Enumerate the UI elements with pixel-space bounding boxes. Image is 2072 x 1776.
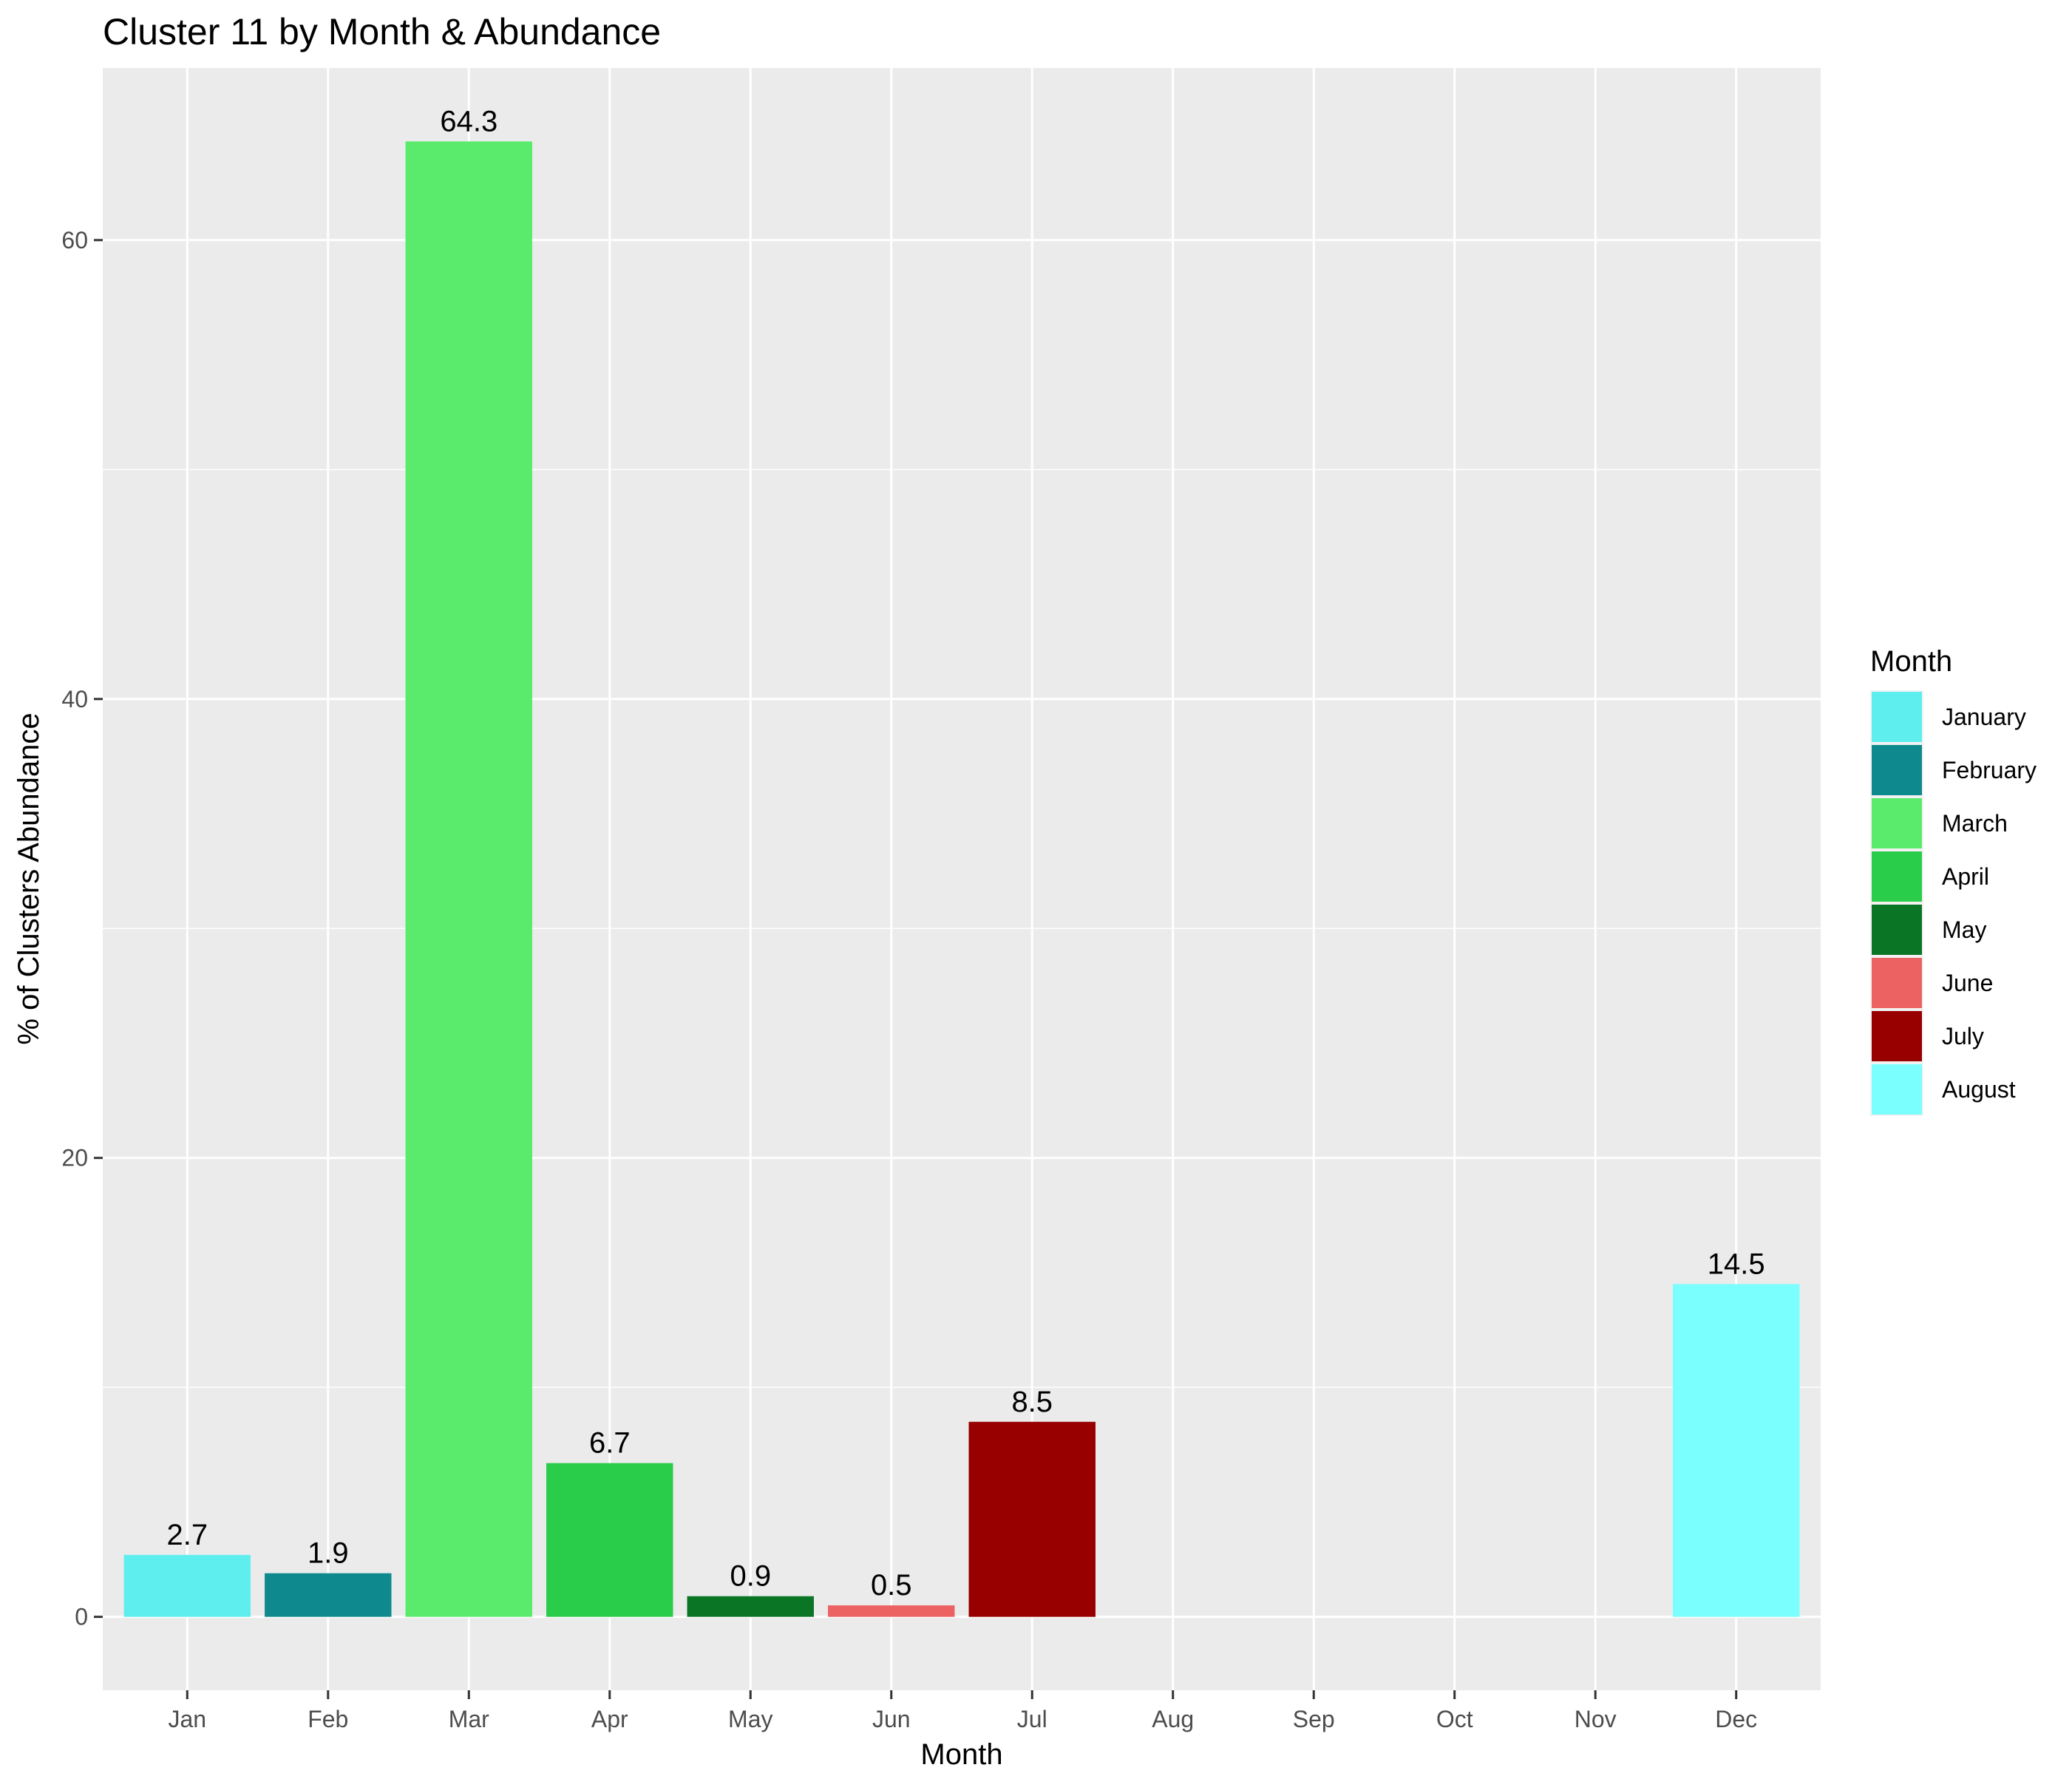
plot-panel [103,68,1821,1690]
legend-swatch-april [1872,851,1922,902]
y-tick-label: 20 [61,1145,88,1171]
data-labels: 2.7 1.9 64.3 6.7 0.9 0.5 8.5 14.5 [166,105,1764,1602]
x-tick-label: Nov [1575,1706,1617,1732]
y-tick-label: 40 [61,686,88,712]
bar-mar [405,141,532,1617]
data-label-dec: 14.5 [1708,1248,1765,1280]
x-tick-label: Jun [872,1706,911,1732]
x-axis-title: Month [920,1738,1002,1771]
legend-swatch-july [1872,1011,1922,1061]
legend-swatch-january [1872,692,1922,742]
x-tick-label: May [728,1706,772,1732]
legend-swatch-june [1872,958,1922,1008]
bar-may [687,1596,814,1617]
x-tick-label: Sep [1293,1706,1335,1732]
x-tick-label: Mar [449,1706,489,1732]
data-label-jul: 8.5 [1011,1386,1053,1418]
legend-label-january: January [1942,704,2026,730]
grid-lines [103,68,1821,1690]
x-tick-label: Apr [591,1706,628,1732]
data-label-apr: 6.7 [589,1427,631,1460]
y-axis: 0 20 40 60 [61,227,103,1630]
legend-label-august: August [1942,1076,2016,1103]
x-tick-label: Dec [1715,1706,1757,1732]
legend-label-july: July [1942,1023,1984,1049]
data-label-mar: 64.3 [440,105,497,137]
legend-swatch-august [1872,1064,1922,1115]
chart-title: Cluster 11 by Month & Abundance [103,11,661,52]
legend-swatch-february [1872,745,1922,795]
legend-label-june: June [1942,970,1993,996]
legend-swatch-may [1872,905,1922,955]
y-tick-label: 0 [75,1604,88,1630]
bar-jul [968,1421,1096,1617]
data-label-jan: 2.7 [166,1519,208,1551]
data-label-may: 0.9 [730,1560,771,1593]
bar-dec [1672,1284,1800,1617]
data-label-jun: 0.5 [871,1569,912,1602]
x-tick-label: Jan [168,1706,206,1732]
bar-feb [265,1573,392,1617]
x-tick-label: Oct [1436,1706,1473,1732]
x-tick-label: Feb [308,1706,348,1732]
data-label-feb: 1.9 [308,1537,349,1570]
bar-jun [828,1605,955,1617]
legend-title: Month [1870,645,1952,678]
legend-label-march: March [1942,810,2008,837]
x-axis: Jan Feb Mar Apr May Jun Jul Aug Sep Oct Nov Dec [168,1690,1757,1732]
y-axis-title: % of Clusters Abundance [13,712,45,1044]
legend-label-may: May [1942,916,1986,943]
legend-swatch-march [1872,798,1922,848]
legend-label-april: April [1942,863,1989,890]
y-tick-label: 60 [61,227,88,254]
x-tick-label: Jul [1017,1706,1047,1732]
legend: Month January February March April May June Ju… [1870,645,2037,1116]
legend-label-february: February [1942,757,2037,783]
bar-apr [546,1463,673,1617]
bar-jan [123,1554,251,1617]
bars [123,141,1800,1617]
x-tick-label: Aug [1152,1706,1194,1732]
